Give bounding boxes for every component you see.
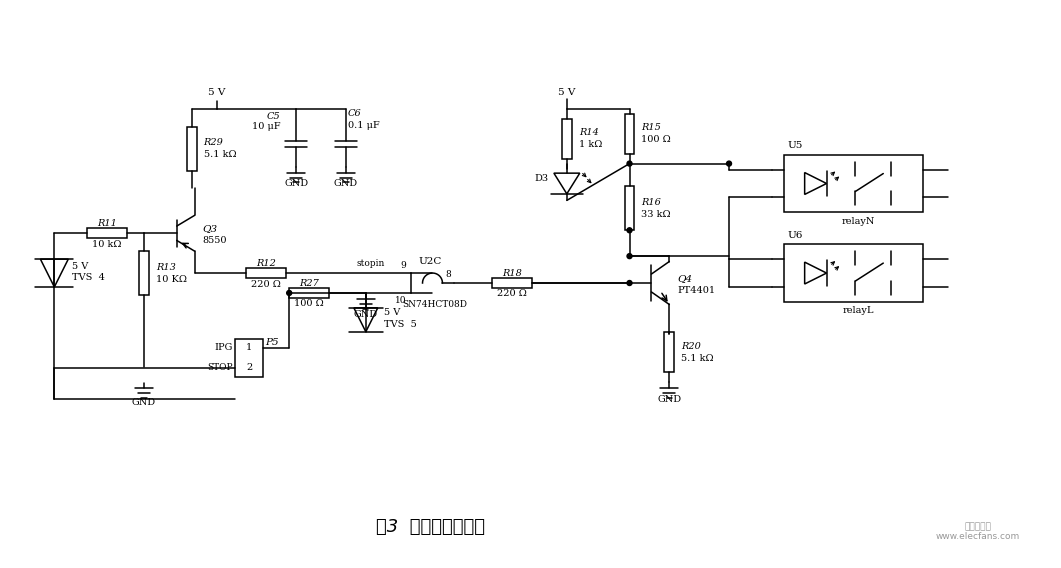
Text: D3: D3 <box>535 174 549 183</box>
Circle shape <box>627 281 632 286</box>
Bar <box>784 154 923 212</box>
Circle shape <box>627 254 632 258</box>
Text: P5: P5 <box>265 338 279 347</box>
Text: U5: U5 <box>787 141 803 150</box>
Text: R14: R14 <box>578 128 598 137</box>
Text: 0.1 μF: 0.1 μF <box>348 122 380 130</box>
Bar <box>290 288 329 298</box>
Text: GND: GND <box>334 179 358 188</box>
Bar <box>139 251 149 295</box>
Text: 图3  继电器驱动电路: 图3 继电器驱动电路 <box>376 518 485 536</box>
Text: R29: R29 <box>204 138 224 147</box>
Text: 5.1 kΩ: 5.1 kΩ <box>204 150 237 159</box>
Bar <box>784 244 923 302</box>
Text: 10 KΩ: 10 KΩ <box>156 274 187 283</box>
Text: Q3: Q3 <box>203 224 218 233</box>
Text: 5 V: 5 V <box>208 89 225 98</box>
Text: R16: R16 <box>642 198 661 207</box>
Circle shape <box>627 161 632 166</box>
Text: C6: C6 <box>348 109 362 118</box>
Text: 5 V: 5 V <box>384 308 400 318</box>
Text: U6: U6 <box>787 231 803 240</box>
Text: R12: R12 <box>257 258 276 268</box>
Text: relayL: relayL <box>842 306 874 315</box>
Text: 5.1 kΩ: 5.1 kΩ <box>681 354 714 363</box>
Bar <box>625 186 634 230</box>
Text: 220 Ω: 220 Ω <box>251 279 281 289</box>
Bar <box>236 339 263 377</box>
Bar <box>87 228 127 238</box>
Text: 5 V: 5 V <box>558 89 575 98</box>
Bar <box>562 119 572 158</box>
Text: C5: C5 <box>266 112 280 122</box>
Text: 2: 2 <box>246 363 253 372</box>
Bar <box>492 278 532 288</box>
Circle shape <box>286 290 292 295</box>
Text: 电子发烧友
www.elecfans.com: 电子发烧友 www.elecfans.com <box>936 522 1020 541</box>
Text: stopin: stopin <box>356 258 385 268</box>
Text: 220 Ω: 220 Ω <box>498 290 527 298</box>
Bar <box>625 114 634 153</box>
Bar <box>246 268 286 278</box>
Text: 100 Ω: 100 Ω <box>294 299 324 308</box>
Text: TVS  4: TVS 4 <box>72 273 105 282</box>
Text: 8: 8 <box>446 270 451 278</box>
Text: R11: R11 <box>98 219 117 228</box>
Text: STOP: STOP <box>207 363 232 372</box>
Text: R27: R27 <box>299 278 319 287</box>
Bar <box>187 127 196 170</box>
Circle shape <box>727 161 731 166</box>
Text: R20: R20 <box>681 342 701 351</box>
Text: 10: 10 <box>395 296 406 306</box>
Text: 8550: 8550 <box>203 236 227 245</box>
Circle shape <box>627 228 632 233</box>
Text: GND: GND <box>353 310 378 319</box>
Text: 5 V: 5 V <box>72 262 88 270</box>
Text: TVS  5: TVS 5 <box>384 320 417 329</box>
Text: 10 kΩ: 10 kΩ <box>92 240 122 249</box>
Text: Q4: Q4 <box>677 274 693 283</box>
Text: PT4401: PT4401 <box>677 286 715 295</box>
Text: 33 kΩ: 33 kΩ <box>642 210 671 219</box>
Text: GND: GND <box>657 395 681 403</box>
Text: GND: GND <box>284 179 308 188</box>
Text: 10 μF: 10 μF <box>251 122 280 131</box>
Text: GND: GND <box>132 398 156 407</box>
Bar <box>664 332 675 372</box>
Text: 9: 9 <box>401 261 406 270</box>
Text: 100 Ω: 100 Ω <box>642 135 672 144</box>
Text: SN74HCT08D: SN74HCT08D <box>402 300 467 310</box>
Text: R13: R13 <box>156 262 176 272</box>
Text: IPG: IPG <box>214 343 232 352</box>
Text: 1: 1 <box>246 343 253 352</box>
Text: relayN: relayN <box>841 217 875 226</box>
Text: U2C: U2C <box>419 257 442 266</box>
Text: R15: R15 <box>642 123 661 132</box>
Text: R18: R18 <box>502 269 522 278</box>
Text: 1 kΩ: 1 kΩ <box>578 140 603 149</box>
